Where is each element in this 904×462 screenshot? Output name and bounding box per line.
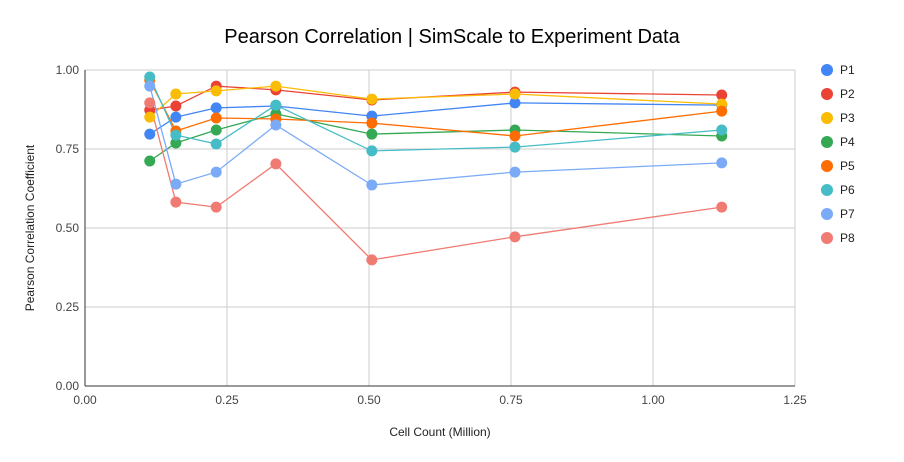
data-point-p5 bbox=[366, 117, 378, 129]
data-point-p8 bbox=[716, 201, 728, 213]
legend-label: P2 bbox=[840, 87, 855, 101]
data-point-p4 bbox=[170, 137, 182, 149]
data-point-p1 bbox=[509, 97, 521, 109]
data-point-p7 bbox=[509, 166, 521, 178]
data-point-p3 bbox=[144, 111, 156, 123]
legend-label: P8 bbox=[840, 231, 855, 245]
legend-item-p1: P1 bbox=[821, 63, 855, 77]
y-axis-label: Pearson Correlation Coefficient bbox=[23, 144, 37, 311]
legend-item-p4: P4 bbox=[821, 135, 855, 149]
data-point-p3 bbox=[170, 88, 182, 100]
data-point-p1 bbox=[144, 128, 156, 140]
legend-item-p7: P7 bbox=[821, 207, 855, 221]
data-point-p7 bbox=[170, 178, 182, 190]
data-point-p7 bbox=[144, 80, 156, 92]
data-point-p7 bbox=[210, 166, 222, 178]
tick-labels: 0.00 0.25 0.50 0.75 1.00 1.25 0.00 0.25 0.50 0.75… bbox=[56, 63, 807, 407]
legend-item-p6: P6 bbox=[821, 183, 855, 197]
series-points bbox=[144, 71, 728, 266]
legend: P1 P2 P3 P4 P5 P6 P7 P8 bbox=[821, 63, 855, 245]
data-point-p6 bbox=[366, 145, 378, 157]
data-point-p2 bbox=[170, 100, 182, 112]
data-point-p8 bbox=[210, 201, 222, 213]
data-point-p4 bbox=[366, 128, 378, 140]
legend-label: P1 bbox=[840, 63, 855, 77]
legend-marker bbox=[821, 88, 833, 100]
y-tick-label: 0.50 bbox=[56, 221, 80, 235]
y-tick-label: 0.00 bbox=[56, 379, 80, 393]
legend-label: P5 bbox=[840, 159, 855, 173]
data-point-p7 bbox=[716, 157, 728, 169]
data-point-p8 bbox=[270, 158, 282, 170]
data-point-p6 bbox=[509, 141, 521, 153]
legend-marker bbox=[821, 160, 833, 172]
data-point-p5 bbox=[509, 130, 521, 142]
y-tick-label: 0.75 bbox=[56, 142, 80, 156]
data-point-p7 bbox=[366, 179, 378, 191]
chart-title: Pearson Correlation | SimScale to Experi… bbox=[224, 26, 680, 48]
data-point-p6 bbox=[716, 124, 728, 136]
legend-marker bbox=[821, 136, 833, 148]
legend-label: P4 bbox=[840, 135, 855, 149]
legend-label: P7 bbox=[840, 207, 855, 221]
data-point-p1 bbox=[210, 102, 222, 114]
data-point-p8 bbox=[509, 231, 521, 243]
x-tick-label: 1.00 bbox=[641, 393, 665, 407]
data-point-p3 bbox=[366, 93, 378, 105]
legend-label: P6 bbox=[840, 183, 855, 197]
axes bbox=[84, 70, 795, 387]
x-tick-label: 1.25 bbox=[783, 393, 807, 407]
x-tick-label: 0.00 bbox=[73, 393, 97, 407]
data-point-p8 bbox=[170, 196, 182, 208]
x-tick-label: 0.25 bbox=[215, 393, 239, 407]
data-point-p3 bbox=[210, 85, 222, 97]
y-tick-label: 1.00 bbox=[56, 63, 80, 77]
legend-item-p8: P8 bbox=[821, 231, 855, 245]
legend-marker bbox=[821, 208, 833, 220]
data-point-p3 bbox=[270, 80, 282, 92]
y-tick-label: 0.25 bbox=[56, 300, 80, 314]
x-tick-label: 0.50 bbox=[357, 393, 381, 407]
legend-label: P3 bbox=[840, 111, 855, 125]
legend-item-p3: P3 bbox=[821, 111, 855, 125]
data-point-p8 bbox=[366, 254, 378, 266]
x-tick-label: 0.75 bbox=[499, 393, 523, 407]
data-point-p6 bbox=[144, 71, 156, 83]
data-point-p7 bbox=[270, 119, 282, 131]
data-point-p6 bbox=[210, 138, 222, 150]
legend-marker bbox=[821, 232, 833, 244]
data-point-p2 bbox=[716, 89, 728, 101]
legend-marker bbox=[821, 184, 833, 196]
data-point-p5 bbox=[716, 105, 728, 117]
data-point-p1 bbox=[170, 111, 182, 123]
legend-marker bbox=[821, 64, 833, 76]
data-point-p6 bbox=[170, 129, 182, 141]
data-point-p4 bbox=[144, 155, 156, 167]
data-point-p4 bbox=[210, 124, 222, 136]
legend-item-p2: P2 bbox=[821, 87, 855, 101]
legend-item-p5: P5 bbox=[821, 159, 855, 173]
data-point-p8 bbox=[144, 97, 156, 109]
data-point-p3 bbox=[509, 88, 521, 100]
data-point-p5 bbox=[210, 112, 222, 124]
x-axis-label: Cell Count (Million) bbox=[389, 425, 490, 439]
legend-marker bbox=[821, 112, 833, 124]
data-point-p6 bbox=[270, 99, 282, 111]
